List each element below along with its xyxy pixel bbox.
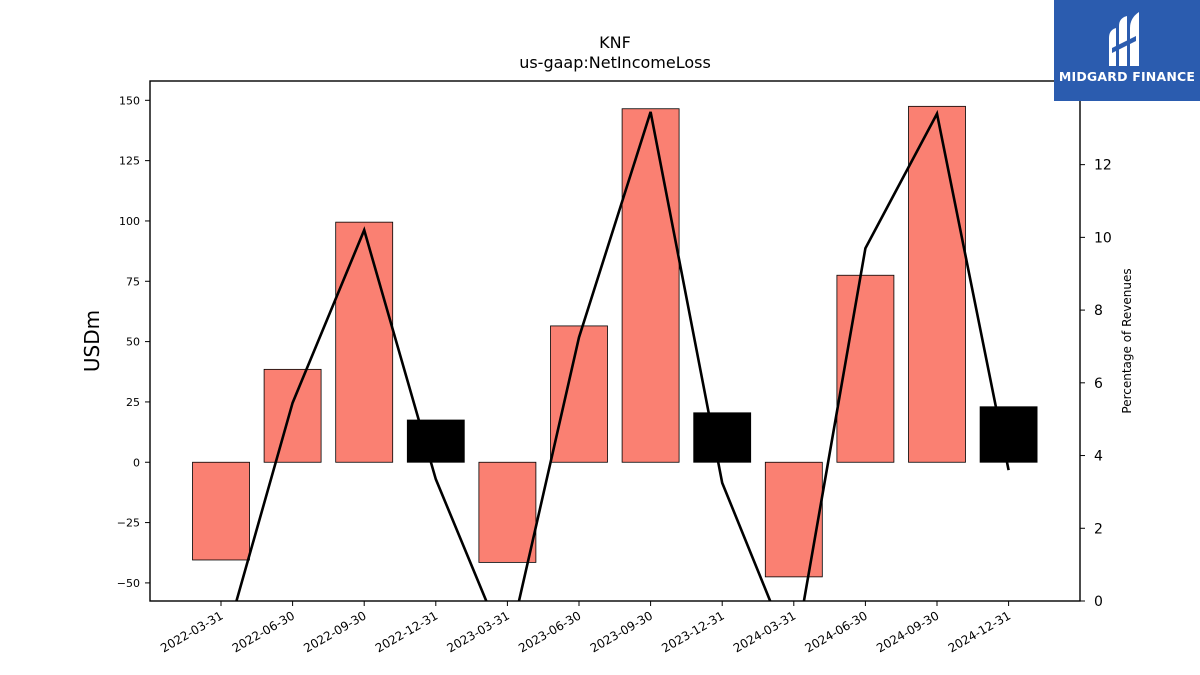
x-tick-label: 2022-09-30: [301, 608, 368, 655]
y2-axis-label: Percentage of Revenues: [1120, 268, 1134, 413]
logo-text: MIDGARD FINANCE: [1058, 69, 1196, 84]
y2-tick-label: 12: [1094, 158, 1112, 174]
chart-subtitle: us-gaap:NetIncomeLoss: [519, 53, 711, 72]
bar-2024-12-31: [979, 406, 1038, 463]
chart-title: KNF: [599, 33, 631, 52]
x-tick-label: 2023-03-31: [444, 608, 511, 655]
bar-2023-09-30: [621, 108, 680, 463]
y-axis-label: USDm: [80, 310, 104, 372]
logo-mark-icon: [1109, 12, 1139, 66]
bar-2023-06-30: [550, 325, 608, 463]
y-tick-label: 100: [119, 215, 140, 228]
bar-2022-03-31: [192, 461, 250, 561]
x-tick-label: 2024-06-30: [802, 608, 869, 655]
bar-2024-03-31: [764, 461, 823, 578]
x-tick-label: 2024-12-31: [946, 608, 1013, 655]
line-group: [235, 109, 1010, 601]
x-axis-ticks: 2022-03-31 2022-06-30 2022-09-30 2022-12-31…: [158, 601, 1013, 655]
y-tick-label: 50: [126, 336, 140, 349]
x-tick-label: 2024-03-31: [731, 608, 798, 655]
bar-2023-12-31: [693, 412, 752, 463]
y-tick-label: 75: [126, 275, 140, 288]
left-axis-ticks: −50 −25 0 25 50 75 100 125 150: [117, 94, 150, 590]
bar-2022-12-31: [406, 419, 465, 463]
y-tick-label: 25: [126, 396, 140, 409]
y2-tick-label: 2: [1094, 521, 1103, 537]
y2-tick-label: 6: [1094, 376, 1103, 392]
y-tick-label: 150: [119, 94, 140, 107]
y2-tick-label: 10: [1094, 230, 1112, 246]
bar-2022-09-30: [335, 221, 394, 463]
bar-2022-06-30: [263, 368, 322, 463]
y2-tick-label: 8: [1094, 303, 1103, 319]
y2-tick-label: 0: [1094, 594, 1103, 610]
x-tick-label: 2023-06-30: [516, 608, 583, 655]
x-tick-label: 2023-12-31: [659, 608, 726, 655]
bar-2024-06-30: [836, 274, 895, 463]
x-tick-label: 2022-03-31: [158, 608, 225, 655]
plot-frame: [149, 80, 1081, 602]
percentage-line: [235, 109, 1010, 601]
y-tick-label: −25: [117, 517, 140, 530]
x-tick-label: 2022-06-30: [230, 608, 297, 655]
bar-2024-09-30: [908, 105, 966, 463]
y-tick-label: −50: [117, 577, 140, 590]
x-tick-label: 2022-12-31: [373, 608, 440, 655]
bar-2023-03-31: [478, 461, 537, 563]
y-tick-label: 0: [133, 456, 140, 469]
right-axis-ticks: 02468101214: [1080, 85, 1112, 610]
x-tick-label: 2023-09-30: [588, 608, 655, 655]
y-tick-label: 125: [119, 155, 140, 168]
y2-tick-label: 4: [1094, 449, 1103, 465]
x-tick-label: 2024-09-30: [874, 608, 941, 655]
company-logo: MIDGARD FINANCE: [1054, 0, 1200, 101]
